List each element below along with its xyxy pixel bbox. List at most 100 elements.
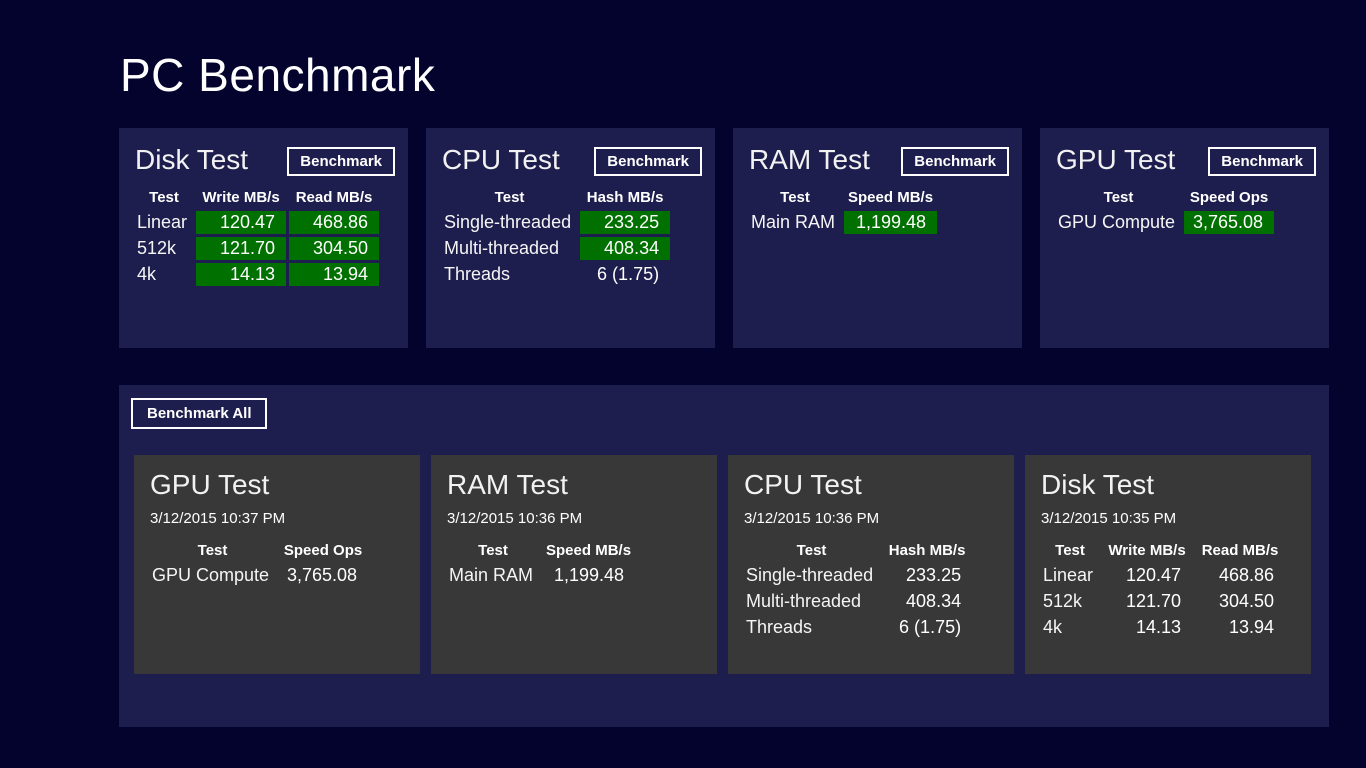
benchmark-button-ram-test[interactable]: Benchmark <box>901 147 1009 176</box>
row-label: 512k <box>137 238 177 259</box>
table-head: Test Speed Ops <box>150 540 368 561</box>
row-label: 4k <box>137 264 157 285</box>
benchmark-cards-row: Disk Test Benchmark Test Write MB/s Read MB/… <box>119 128 1329 348</box>
page-title: PC Benchmark <box>120 49 436 101</box>
cell-value: 6 (1.75) <box>597 264 660 285</box>
table-row: GPU Compute 3,765.08 <box>150 564 368 587</box>
benchmark-all-button[interactable]: Benchmark All <box>131 398 268 429</box>
column-header: Test <box>1055 542 1085 560</box>
table-row: 4k 14.13 13.94 <box>135 263 380 287</box>
cell-value: 233.25 <box>580 211 671 235</box>
card-header: Disk Test Benchmark <box>135 144 395 176</box>
row-label: GPU Compute <box>1058 212 1176 233</box>
table-head: Test Speed Ops <box>1056 187 1274 208</box>
cell-value: 120.47 <box>196 211 287 235</box>
column-header: Test <box>796 542 827 560</box>
table-row: Main RAM 1,199.48 <box>749 211 938 235</box>
column-header: Test <box>149 189 179 207</box>
benchmark-button-gpu-test[interactable]: Benchmark <box>1208 147 1316 176</box>
benchmark-button-cpu-test[interactable]: Benchmark <box>594 147 702 176</box>
cell-value: 1,199.48 <box>844 211 938 235</box>
column-header: Test <box>1103 189 1134 207</box>
column-header: Read MB/s <box>295 189 373 207</box>
results-table: Test Write MB/s Read MB/s Linear 120.47 468.8… <box>132 184 382 289</box>
cell-value: 304.50 <box>289 237 380 261</box>
card-title: RAM Test <box>749 144 870 175</box>
cell-value: 13.94 <box>289 263 380 287</box>
row-label: Multi-threaded <box>444 238 560 259</box>
cell-value: 408.34 <box>906 591 962 612</box>
table-row: Threads 6 (1.75) <box>442 263 670 286</box>
card-header: Disk Test <box>1041 469 1298 501</box>
header-row: Test Hash MB/s <box>744 540 972 561</box>
results-table: Test Speed MB/s Main RAM 1,199.48 <box>444 537 638 590</box>
cell-value: 121.70 <box>1125 591 1182 612</box>
results-table: Test Speed MB/s Main RAM 1,199.48 <box>746 184 940 237</box>
card-header: RAM Test <box>447 469 704 501</box>
cell-value: 3,765.08 <box>286 565 358 586</box>
table-head: Test Speed MB/s <box>447 540 635 561</box>
table-row: Single-threaded 233.25 <box>442 211 671 235</box>
column-header: Write MB/s <box>202 189 280 207</box>
row-label: Linear <box>137 212 188 233</box>
card-header: CPU Test Benchmark <box>442 144 702 176</box>
cell-value: 121.70 <box>196 237 287 261</box>
header-row: Test Speed Ops <box>150 540 368 561</box>
table-body: Single-threaded 233.25 Multi-threaded 408.3… <box>442 211 671 286</box>
cell-value: 1,199.48 <box>553 565 625 586</box>
card-header: CPU Test <box>744 469 1001 501</box>
cell-value: 14.13 <box>1136 617 1182 638</box>
table-row: Linear 120.47 468.86 <box>135 211 380 235</box>
column-header: Speed Ops <box>283 542 363 560</box>
benchmark-button-disk-test[interactable]: Benchmark <box>287 147 395 176</box>
results-table: Test Speed Ops GPU Compute 3,765.08 <box>147 537 371 590</box>
cell-value: 468.86 <box>289 211 380 235</box>
table-head: Test Speed MB/s <box>749 187 937 208</box>
history-cards-row: GPU Test 3/12/2015 10:37 PM Test Speed Ops G… <box>134 455 1311 674</box>
table-head: Test Write MB/s Read MB/s <box>1041 540 1285 561</box>
history-card-gpu-test: GPU Test 3/12/2015 10:37 PM Test Speed Ops G… <box>134 455 420 674</box>
cell-value: 408.34 <box>580 237 671 261</box>
column-header: Speed Ops <box>1189 189 1269 207</box>
header-row: Test Speed Ops <box>1056 187 1274 208</box>
row-label: Single-threaded <box>746 565 874 586</box>
header-row: Test Write MB/s Read MB/s <box>135 187 379 208</box>
benchmark-card-disk-test: Disk Test Benchmark Test Write MB/s Read MB/… <box>119 128 408 348</box>
row-label: GPU Compute <box>152 565 270 586</box>
timestamp: 3/12/2015 10:35 PM <box>1041 510 1177 528</box>
column-header: Read MB/s <box>1201 542 1279 560</box>
benchmark-card-ram-test: RAM Test Benchmark Test Speed MB/s Main RAM 1… <box>733 128 1022 348</box>
timestamp: 3/12/2015 10:37 PM <box>150 510 286 528</box>
row-label: Main RAM <box>449 565 534 586</box>
cell-value: 304.50 <box>1218 591 1275 612</box>
table-body: GPU Compute 3,765.08 <box>1056 211 1275 235</box>
column-header: Hash MB/s <box>586 189 664 207</box>
table-body: Main RAM 1,199.48 <box>447 564 635 587</box>
row-label: Threads <box>746 617 813 638</box>
benchmark-card-gpu-test: GPU Test Benchmark Test Speed Ops GPU Comput… <box>1040 128 1329 348</box>
header-row: Test Hash MB/s <box>442 187 670 208</box>
card-title: RAM Test <box>447 469 568 500</box>
table-row: Main RAM 1,199.48 <box>447 564 635 587</box>
history-card-ram-test: RAM Test 3/12/2015 10:36 PM Test Speed MB/s… <box>431 455 717 674</box>
column-header: Test <box>780 189 810 207</box>
cell-value: 468.86 <box>1218 565 1275 586</box>
card-title: CPU Test <box>442 144 560 175</box>
card-header: RAM Test Benchmark <box>749 144 1009 176</box>
row-label: Main RAM <box>751 212 836 233</box>
row-label: Linear <box>1043 565 1094 586</box>
results-table: Test Speed Ops GPU Compute 3,765.08 <box>1053 184 1277 237</box>
table-head: Test Hash MB/s <box>442 187 670 208</box>
table-body: GPU Compute 3,765.08 <box>150 564 368 587</box>
table-head: Test Write MB/s Read MB/s <box>135 187 379 208</box>
card-title: Disk Test <box>135 144 249 175</box>
column-header: Write MB/s <box>1108 542 1186 560</box>
card-title: CPU Test <box>744 469 862 500</box>
table-body: Main RAM 1,199.48 <box>749 211 938 235</box>
column-header: Test <box>478 542 508 560</box>
table-row: Threads 6 (1.75) <box>744 616 972 639</box>
results-table: Test Hash MB/s Single-threaded 233.25 Multi-… <box>741 537 975 642</box>
history-panel: Benchmark All GPU Test 3/12/2015 10:37 PM… <box>119 385 1329 727</box>
cell-value: 6 (1.75) <box>899 617 962 638</box>
